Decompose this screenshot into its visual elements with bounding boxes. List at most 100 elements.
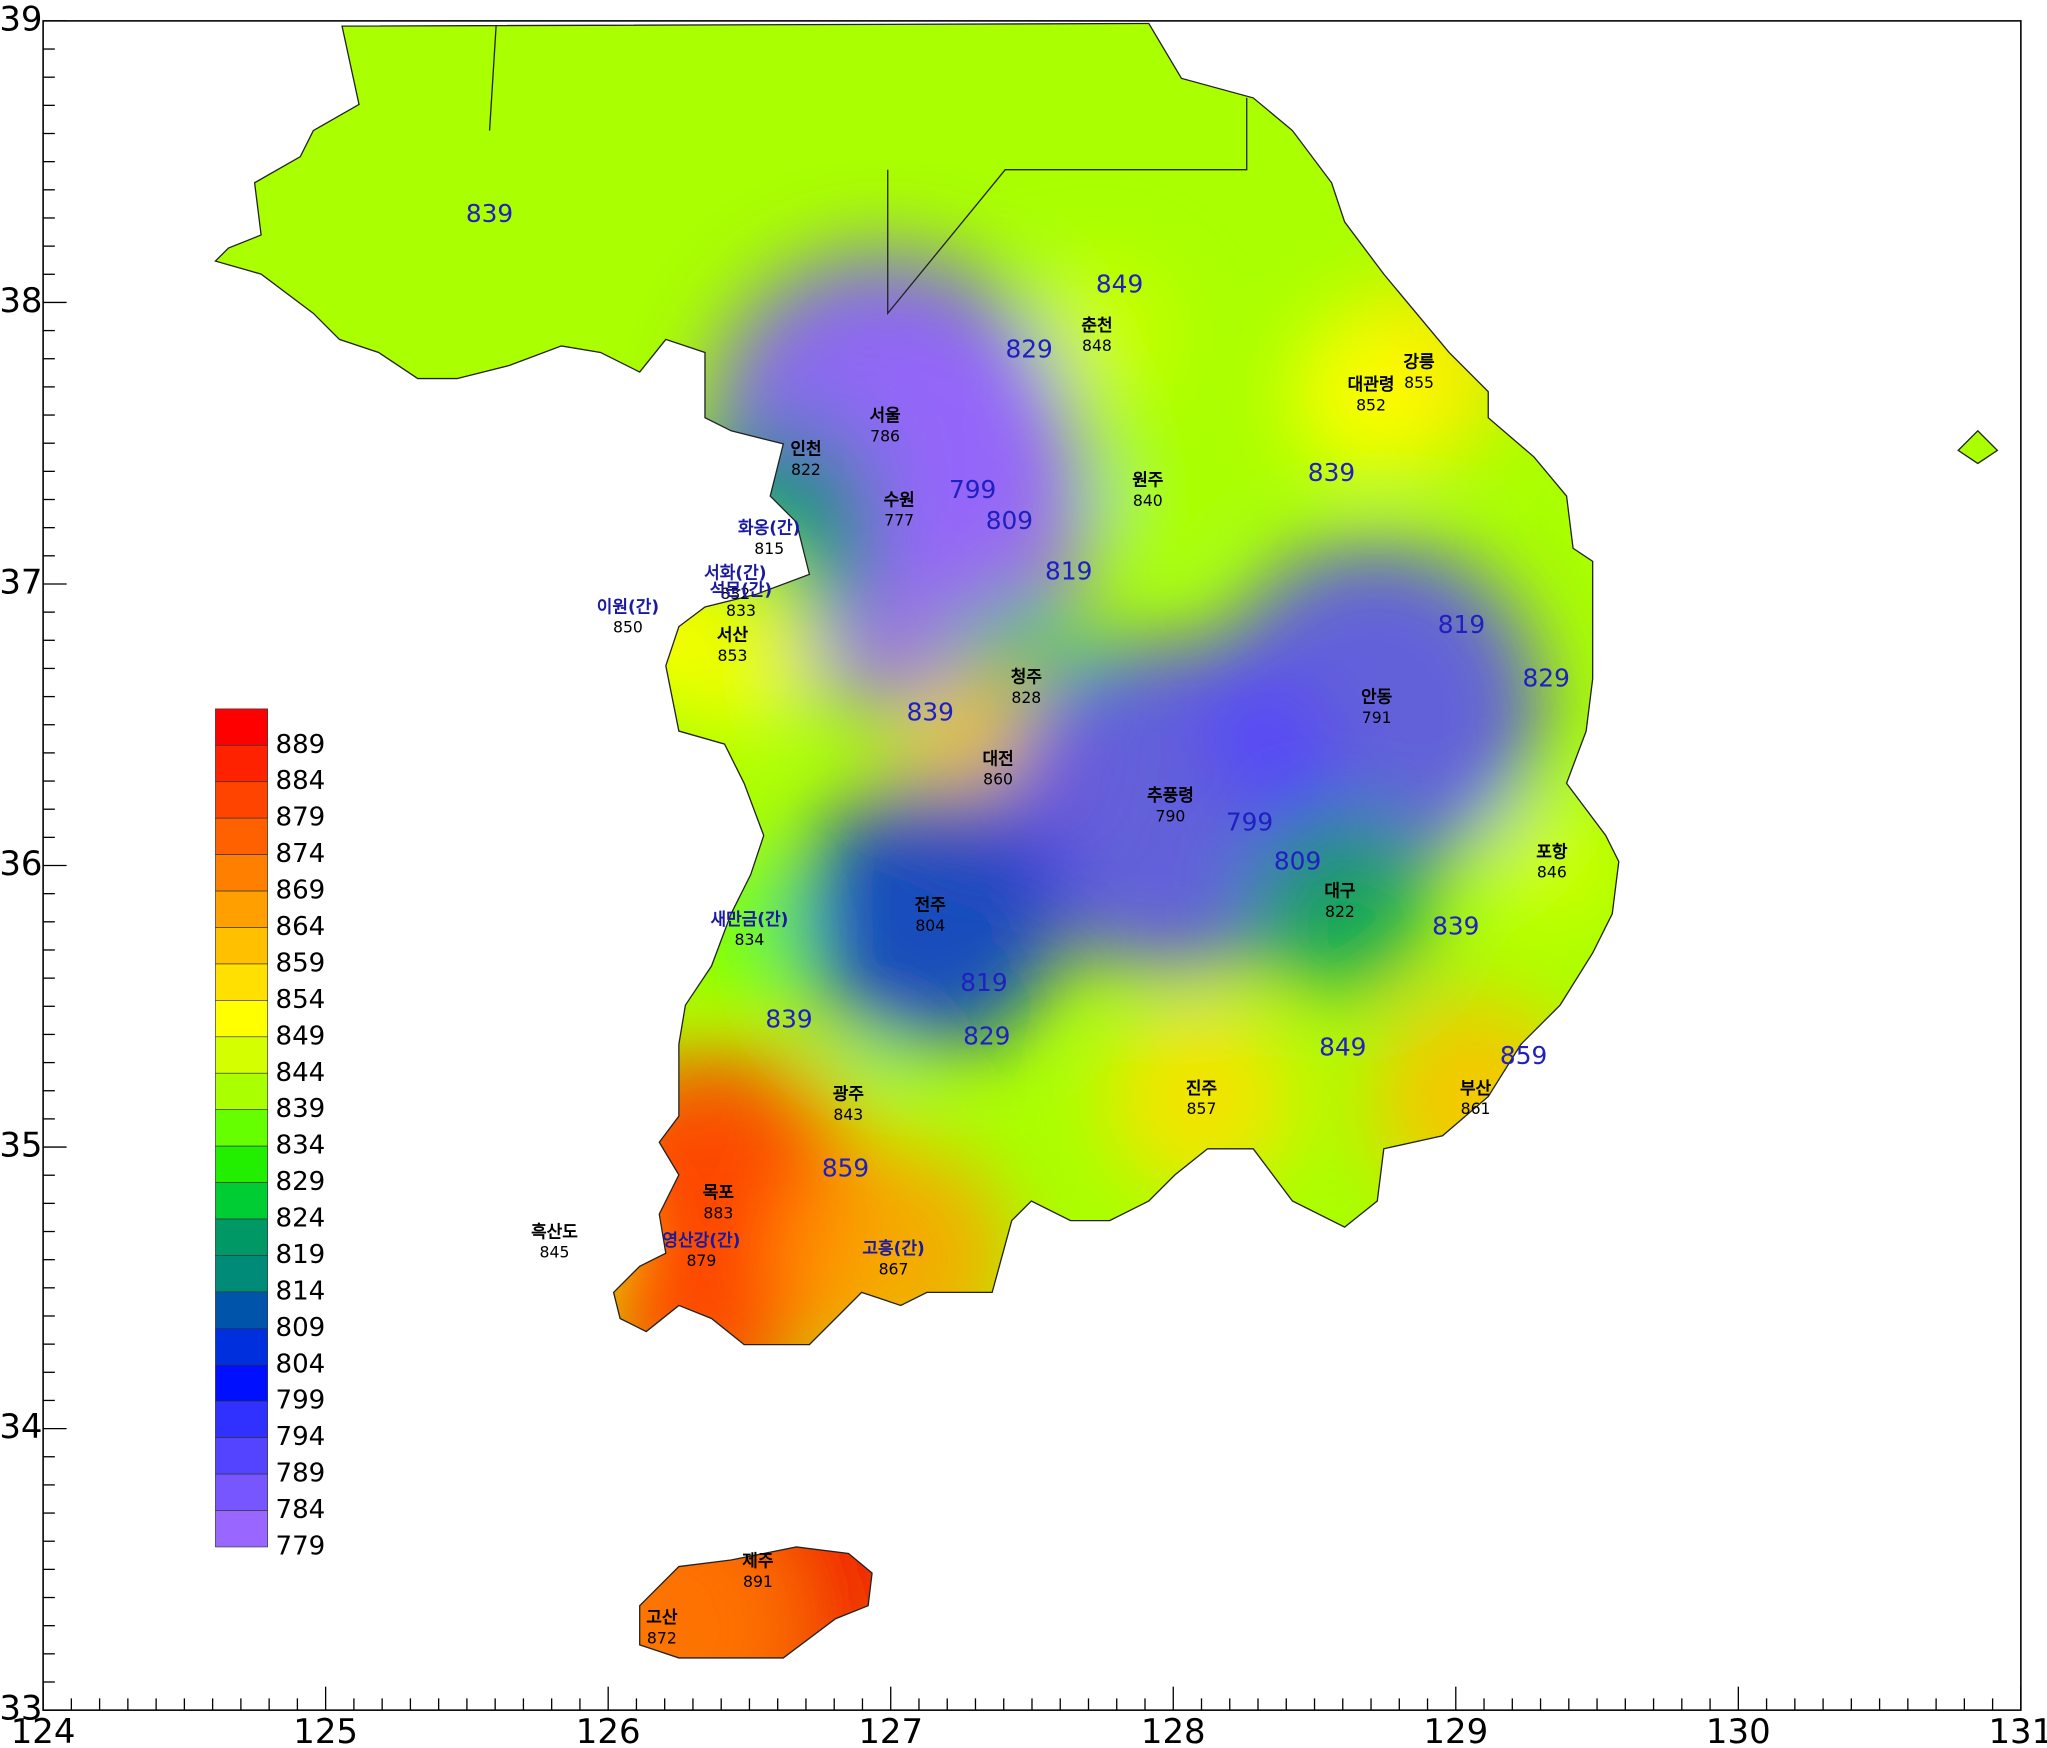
- station-name: 진주: [1186, 1079, 1218, 1099]
- contour-label: 809: [1274, 847, 1321, 876]
- colorbar-label: 859: [275, 948, 325, 978]
- station-value: 846: [1537, 863, 1567, 882]
- colorbar-label: 874: [275, 839, 325, 869]
- x-tick-label: 130: [1706, 1712, 1771, 1748]
- colorbar-band: [215, 1109, 268, 1147]
- colorbar-label: 849: [275, 1021, 325, 1051]
- contour-label: 849: [1319, 1033, 1366, 1062]
- colorbar-band: [215, 927, 268, 965]
- colorbar-band: [215, 1000, 268, 1038]
- colorbar-band: [215, 963, 268, 1001]
- colorbar-label: 834: [275, 1131, 325, 1161]
- y-tick-label: 39: [0, 0, 43, 39]
- colorbar-band: [215, 1255, 268, 1293]
- station-name: 고흥(간): [862, 1238, 924, 1259]
- contour-label: 839: [765, 1004, 812, 1033]
- station-field: [1288, 312, 1454, 479]
- station-value: 804: [915, 916, 945, 935]
- station-name: 흑산도: [531, 1221, 578, 1242]
- station-name: 새만금(간): [710, 910, 788, 930]
- y-tick-label: 36: [0, 844, 43, 884]
- colorbar-band: [215, 1072, 268, 1111]
- station-value: 855: [1404, 373, 1434, 392]
- blobs: [488, 249, 1621, 1658]
- x-tick-label: 126: [576, 1712, 641, 1748]
- contour-label: 859: [822, 1154, 869, 1183]
- y-tick-label: 33: [0, 1689, 43, 1729]
- station-value: 822: [791, 460, 821, 479]
- colorbar-label: 884: [275, 766, 325, 796]
- station-value: 883: [703, 1203, 733, 1222]
- station-field: [1106, 1004, 1297, 1194]
- x-tick-label: 127: [858, 1712, 923, 1748]
- station-name: 청주: [1011, 667, 1043, 688]
- station-name: 화옹(간): [738, 518, 800, 538]
- y-tick-label: 35: [0, 1126, 43, 1166]
- station-value: 790: [1155, 806, 1185, 825]
- station-value: 861: [1461, 1099, 1491, 1118]
- station-value: 833: [726, 601, 756, 620]
- station-field: [1483, 794, 1621, 932]
- station-name: 광주: [833, 1084, 865, 1104]
- contour-label: 859: [1500, 1041, 1547, 1070]
- station-name: 전주: [915, 896, 947, 916]
- colorbar-label: 854: [275, 985, 325, 1015]
- station-name: 목포: [703, 1183, 735, 1203]
- station-name: 포항: [1536, 841, 1568, 862]
- x-tick-label: 125: [293, 1712, 358, 1748]
- contour-label: 819: [1045, 557, 1092, 586]
- contour-label: 799: [949, 475, 996, 504]
- station-field: [795, 781, 1065, 1051]
- contour-label: 819: [1438, 610, 1485, 639]
- colorbar-band: [215, 1400, 268, 1438]
- colorbar-band: [215, 1145, 268, 1183]
- contour-label: 819: [960, 968, 1007, 997]
- station-field: [1093, 436, 1203, 546]
- colorbar-label: 799: [275, 1386, 325, 1416]
- station-value: 840: [1133, 491, 1163, 510]
- contour-label: 809: [986, 506, 1033, 535]
- contour-label: 839: [1432, 911, 1479, 940]
- station-value: 791: [1362, 708, 1392, 727]
- x-tick-label: 124: [11, 1712, 76, 1748]
- station-field: [1247, 809, 1433, 995]
- colorbar-band: [215, 1364, 268, 1402]
- colorbar-band: [215, 1437, 268, 1475]
- colorbar-label: 829: [275, 1167, 325, 1197]
- station-name: 서울: [869, 406, 901, 426]
- station-value: 845: [540, 1243, 570, 1262]
- station-value: 786: [870, 426, 900, 445]
- contour-label: 799: [1226, 807, 1273, 836]
- colorbar-label: 879: [275, 803, 325, 833]
- colorbar-label: 889: [275, 730, 325, 760]
- x-tick-label: 128: [1141, 1712, 1206, 1748]
- station-value: 853: [718, 646, 748, 665]
- colorbar-band: [215, 854, 268, 892]
- colorbar-label: 784: [275, 1495, 325, 1525]
- station-name: 원주: [1132, 471, 1164, 491]
- labels: 춘천848강릉855대관령852서울786인천822수원777원주840화옹(간…: [466, 199, 1570, 1647]
- station-value: 872: [647, 1628, 677, 1647]
- colorbar-label: 779: [275, 1531, 325, 1561]
- station-name: 제주: [742, 1552, 774, 1572]
- station-value: 860: [983, 770, 1013, 789]
- colorbar-band: [215, 1036, 268, 1074]
- station-name: 인천: [790, 440, 821, 460]
- colorbar-band: [215, 1218, 268, 1256]
- colorbar-label: 789: [275, 1459, 325, 1489]
- x-tick-label: 131: [1988, 1712, 2047, 1748]
- station-name: 석문(간): [710, 580, 772, 600]
- border: [488, 26, 1248, 316]
- colorbar-band: [215, 817, 268, 855]
- station-value: 857: [1187, 1099, 1217, 1118]
- colorbar-band: [215, 708, 268, 746]
- station-name: 춘천: [1081, 316, 1112, 336]
- station-name: 영산강(간): [662, 1231, 740, 1251]
- colorbar-band: [215, 744, 268, 783]
- station-name: 서산: [717, 625, 749, 645]
- contour-label: 829: [1523, 664, 1570, 693]
- y-tick-label: 38: [0, 281, 43, 321]
- station-name: 수원: [884, 490, 915, 510]
